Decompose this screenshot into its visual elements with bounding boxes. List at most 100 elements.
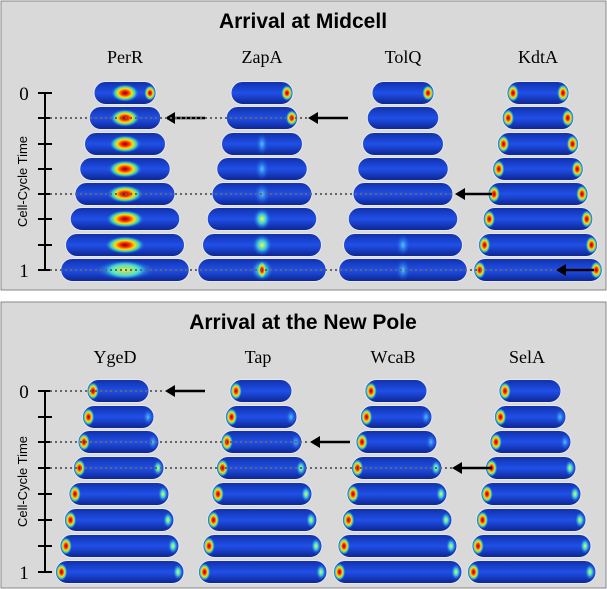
signal xyxy=(576,185,588,203)
signal xyxy=(208,511,220,529)
cell-body xyxy=(468,561,597,584)
signal xyxy=(422,85,434,101)
signal xyxy=(158,486,168,502)
signal xyxy=(356,433,368,451)
cell-body xyxy=(334,561,463,584)
signal xyxy=(168,538,178,554)
cell-body xyxy=(472,535,591,558)
signal xyxy=(479,236,491,254)
signal xyxy=(567,135,579,153)
signal xyxy=(199,563,211,581)
signal xyxy=(56,563,68,581)
signal xyxy=(212,485,224,503)
cell-body xyxy=(358,158,449,181)
cell xyxy=(498,133,579,156)
cell xyxy=(468,561,597,584)
cell xyxy=(343,509,453,532)
signal xyxy=(483,210,495,228)
cell xyxy=(493,158,584,181)
cell xyxy=(365,380,427,403)
cell xyxy=(479,234,598,257)
signal xyxy=(256,133,268,155)
cell xyxy=(222,133,303,156)
cell xyxy=(363,133,444,156)
cell-body xyxy=(356,431,437,454)
cell-body xyxy=(363,133,444,156)
column-label: SelA xyxy=(509,347,545,367)
cell xyxy=(481,483,581,506)
signal xyxy=(255,158,269,180)
signal xyxy=(106,210,144,228)
cell xyxy=(56,561,185,584)
cell-body xyxy=(347,483,447,506)
cell-body xyxy=(367,107,439,130)
signal xyxy=(65,511,77,529)
cell xyxy=(477,509,587,532)
column-label: Tap xyxy=(245,347,272,367)
cell-body xyxy=(199,561,328,584)
cell xyxy=(367,107,439,130)
column-label: KdtA xyxy=(518,47,558,67)
signal xyxy=(281,85,293,101)
signal xyxy=(446,538,456,554)
cell xyxy=(372,82,434,105)
cell xyxy=(507,82,569,105)
cell-body xyxy=(486,457,577,480)
cell xyxy=(230,380,292,403)
cell xyxy=(203,535,322,558)
signal xyxy=(560,434,570,450)
cell-body xyxy=(208,509,318,532)
tick-label: 1 xyxy=(19,261,29,282)
cell-body xyxy=(60,535,179,558)
cell-body xyxy=(56,561,185,584)
signal xyxy=(301,486,311,502)
cell-body xyxy=(498,133,579,156)
tick-label: 0 xyxy=(19,84,29,105)
cell xyxy=(356,431,437,454)
cell xyxy=(353,183,453,206)
cell xyxy=(347,483,447,506)
cell xyxy=(199,561,328,584)
signal xyxy=(226,408,238,426)
signal xyxy=(581,210,593,228)
signal xyxy=(441,512,451,528)
figure: Arrival at MidcellCell-Cycle Time01PerRZ… xyxy=(0,0,607,589)
signal xyxy=(468,563,480,581)
signal xyxy=(144,85,156,101)
signal xyxy=(502,109,514,127)
signal xyxy=(477,511,489,529)
signal xyxy=(493,160,505,178)
signal xyxy=(498,135,510,153)
signal xyxy=(586,236,598,254)
panel-title: Arrival at the New Pole xyxy=(189,311,417,334)
cell xyxy=(495,406,567,429)
signal xyxy=(306,512,316,528)
signal xyxy=(495,408,507,426)
signal xyxy=(557,84,569,102)
signal xyxy=(109,135,141,153)
signal xyxy=(490,433,502,451)
tick-label: 1 xyxy=(19,563,29,584)
column-label: PerR xyxy=(107,47,143,67)
cell xyxy=(69,483,169,506)
cell xyxy=(334,561,463,584)
cell xyxy=(94,82,156,105)
cell-body xyxy=(479,234,598,257)
signal xyxy=(253,208,271,230)
cell-body xyxy=(212,483,312,506)
signal xyxy=(83,408,95,426)
signal xyxy=(575,512,585,528)
cell xyxy=(80,158,171,181)
cell-body xyxy=(203,535,322,558)
cell xyxy=(486,457,577,480)
signal xyxy=(105,236,145,254)
cell xyxy=(217,158,308,181)
cell-body xyxy=(477,509,587,532)
cell xyxy=(85,133,166,156)
signal xyxy=(562,109,574,127)
signal xyxy=(361,408,373,426)
cell-body xyxy=(493,158,584,181)
signal xyxy=(334,563,346,581)
cell xyxy=(339,259,468,282)
cell xyxy=(502,107,574,130)
